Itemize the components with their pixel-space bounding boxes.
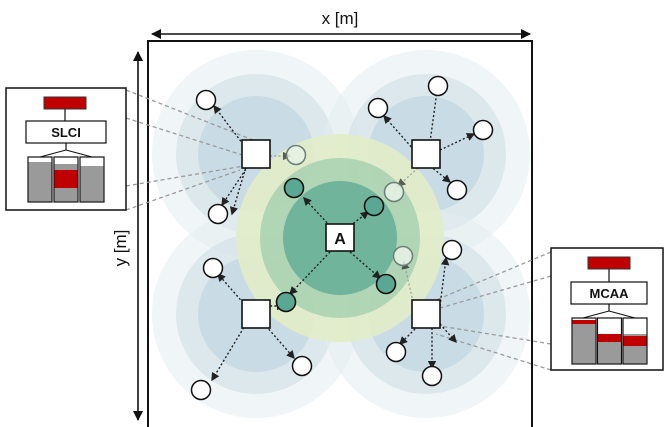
buffer-bar-outline [596, 317, 623, 365]
buffer-bar-highlight [54, 170, 78, 188]
cluster-head-node [411, 139, 441, 169]
dashed-link [439, 275, 552, 309]
sensor-node [392, 245, 414, 267]
sensor-node [367, 97, 389, 119]
dashed-link [125, 89, 259, 143]
dashed-link [125, 165, 245, 187]
inset-mcaa-title: MCAA [590, 286, 630, 301]
y-axis-label: y [m] [111, 230, 130, 267]
x-axis: x [m] [151, 9, 531, 39]
sensor-node [207, 203, 229, 225]
inset-slci-head [43, 96, 87, 110]
sensor-node [472, 119, 494, 141]
arrow [429, 82, 442, 143]
buffer-bar-outline [27, 156, 53, 203]
sensor-node [195, 89, 217, 111]
sensor-node [190, 379, 212, 401]
sensor-node [427, 75, 449, 97]
inset-slci-title: SLCI [51, 125, 81, 140]
area-border [147, 40, 533, 427]
cluster-head-node [241, 299, 271, 329]
sensor-node [291, 355, 313, 377]
buffer-bar-outline [622, 317, 648, 365]
x-axis-label: x [m] [322, 9, 359, 28]
nodes [190, 75, 494, 401]
arrow [383, 114, 415, 151]
arrow [221, 165, 249, 207]
sensor-node [202, 257, 224, 279]
sensor-node [446, 179, 468, 201]
arrows [211, 82, 476, 382]
buffer-bar-outline [79, 156, 105, 203]
sensor-node [385, 341, 407, 363]
buffer-bar-outline [53, 156, 79, 203]
center-node: A [325, 223, 355, 252]
arrow [217, 272, 247, 307]
sensor-node [421, 365, 443, 387]
sensor-node [383, 181, 405, 203]
arrow [401, 260, 415, 307]
arrow [399, 325, 419, 345]
inset-mcaa: MCAA [550, 247, 664, 371]
center-member-node [283, 177, 305, 199]
cluster-head-node [241, 139, 271, 169]
arrow [396, 167, 419, 187]
inset-slci: SLCI [5, 87, 127, 211]
center-member-node [363, 195, 385, 217]
dashed-link [125, 169, 241, 211]
sensor-node [441, 239, 463, 261]
inset-mcaa-head [587, 256, 631, 270]
cluster-head-node [411, 299, 441, 329]
inset-slci-bars [27, 156, 105, 203]
dashed-link [439, 325, 552, 345]
arrow [229, 159, 249, 216]
y-axis: y [m] [111, 51, 143, 421]
buffer-bar-outline [571, 317, 597, 365]
center-node-label: A [334, 231, 346, 248]
arrow [265, 325, 295, 360]
dashed-link [125, 117, 259, 161]
inset-mcaa-bars [571, 317, 648, 365]
buffer-bar-fill [572, 322, 596, 364]
buffer-bar-highlight [597, 334, 622, 342]
center-member-node [375, 273, 397, 295]
sensor-node [285, 144, 307, 166]
arrow [213, 104, 247, 149]
buffer-bar-fill [80, 166, 104, 202]
center-member-node [275, 291, 297, 313]
arrow [439, 133, 476, 151]
buffer-bar-highlight [572, 320, 596, 324]
buffer-bar-highlight [623, 336, 647, 346]
buffer-bar-fill [28, 162, 52, 202]
arrow [289, 251, 331, 296]
